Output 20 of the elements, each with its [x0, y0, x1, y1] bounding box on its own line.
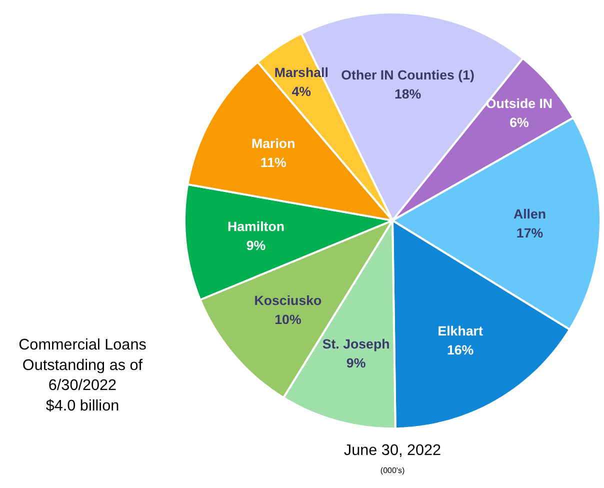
slice-label: Allen: [513, 206, 546, 222]
slice-label: Other IN Counties (1): [341, 68, 474, 83]
data-label: 9%: [346, 355, 366, 370]
data-label: 4%: [292, 84, 312, 99]
data-label: 18%: [394, 86, 422, 102]
text: Commercial Loans Outstanding as of 6/30/2022 $4.0 billion: [18, 336, 147, 415]
data-label: 11%: [260, 154, 286, 170]
data-label: 10%: [274, 312, 302, 327]
slice-label: Kosciusko: [254, 292, 322, 308]
slice-label: Hamilton: [228, 218, 285, 234]
data-label: 16%: [446, 342, 474, 358]
data-label: 9%: [246, 238, 266, 253]
slice-label: Marion: [252, 136, 296, 151]
text: June 30, 2022: [344, 442, 442, 459]
data-label: 17%: [516, 225, 544, 240]
text: (000's): [380, 466, 405, 475]
slice-label: Outside IN: [486, 96, 553, 112]
data-label: 6%: [510, 115, 529, 130]
slice-label: Elkhart: [438, 323, 484, 338]
slice-label: St. Joseph: [322, 336, 390, 352]
